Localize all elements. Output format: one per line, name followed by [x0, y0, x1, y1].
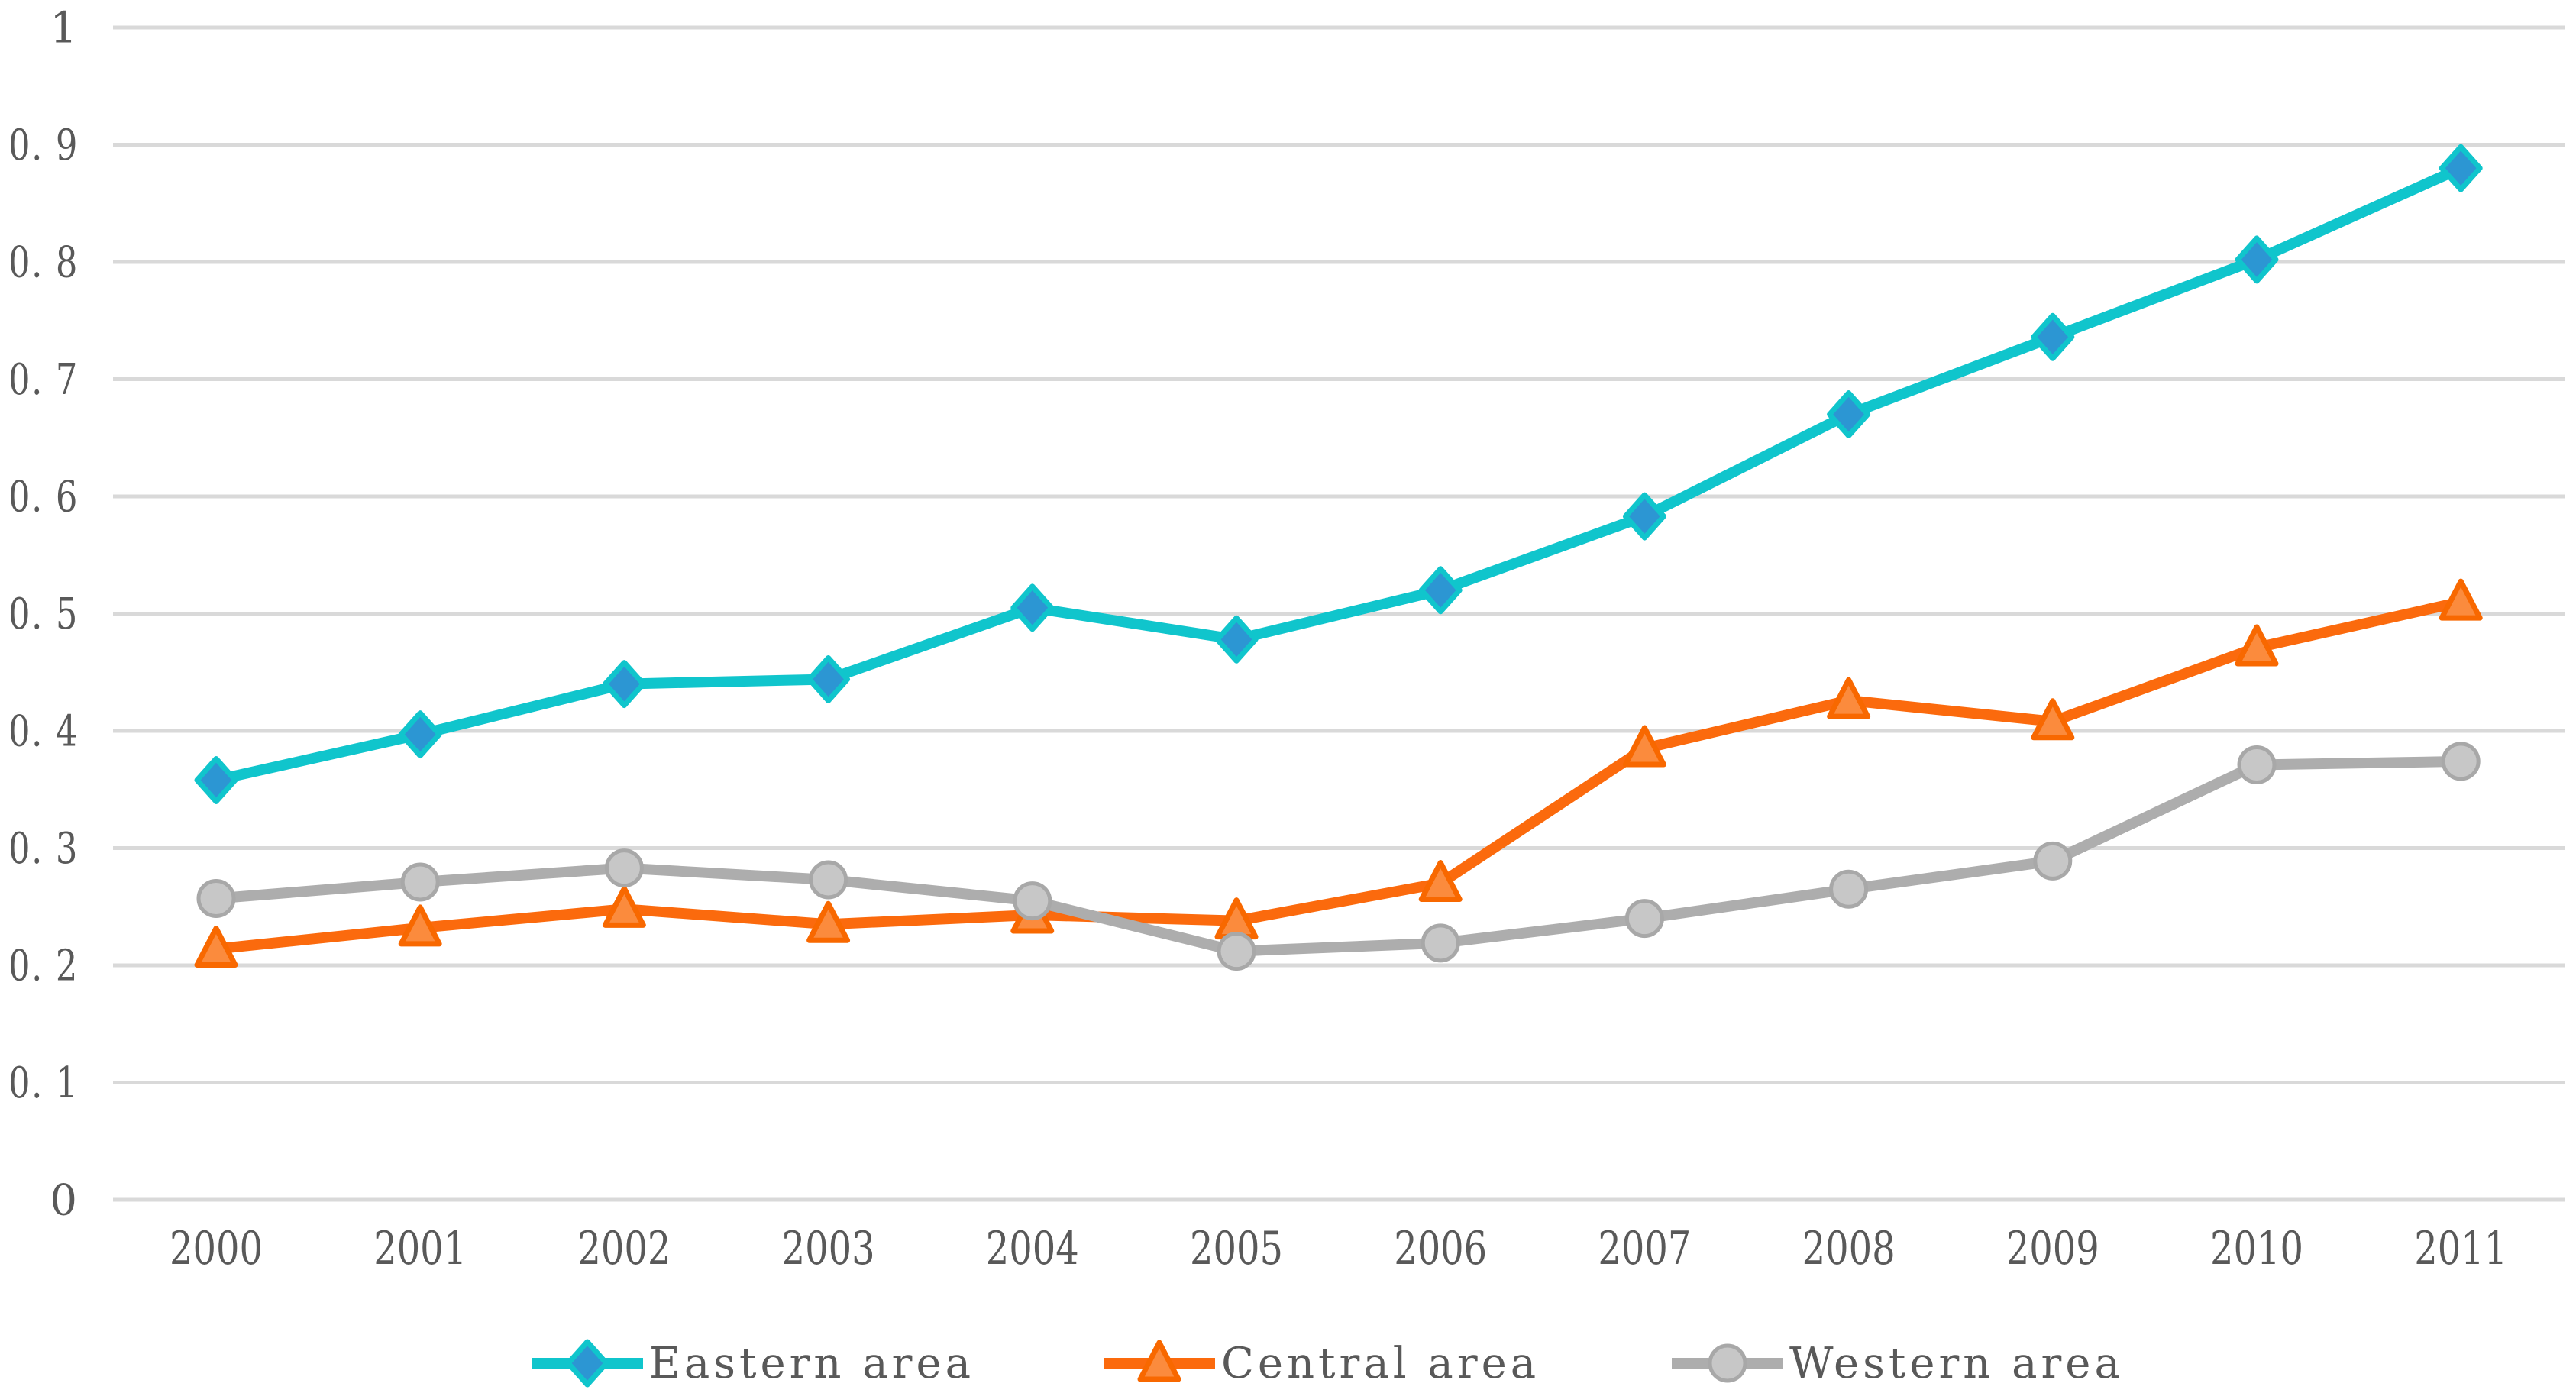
y-axis-tick-label: 0. 6 [8, 473, 79, 522]
x-axis-tick-label: 2010 [2210, 1222, 2303, 1275]
triangle-marker-central-area [2439, 578, 2483, 621]
triangle-marker-central-area [602, 885, 646, 928]
diamond-legend-marker-icon [532, 1339, 643, 1388]
series-line-eastern-area [211, 163, 2467, 786]
circle-marker-western-area [604, 848, 644, 888]
y-axis-tick-label: 0. 9 [8, 121, 79, 170]
diamond-marker-eastern-area [1622, 492, 1666, 541]
y-axis-tick-label: 0. 8 [8, 238, 79, 288]
y-axis-tick-label: 0. 1 [8, 1058, 79, 1108]
legend-label: Central area [1221, 1338, 1540, 1388]
diamond-marker-eastern-area [398, 710, 442, 759]
y-axis-tick-label: 0. 5 [8, 590, 79, 639]
legend-label: Eastern area [649, 1338, 974, 1388]
x-axis-tick-label: 2008 [1802, 1222, 1896, 1275]
y-axis-tick-label: 0 [50, 1176, 79, 1226]
triangle-marker-central-area [398, 904, 442, 947]
legend-item-central-area: Central area [1102, 1338, 1540, 1388]
circle-marker-western-area [1708, 1343, 1747, 1383]
x-axis-tick-label: 2011 [2414, 1222, 2507, 1275]
triangle-marker-central-area [1418, 860, 1463, 903]
diamond-marker-eastern-area [1010, 583, 1055, 632]
x-axis-tick-label: 2006 [1394, 1222, 1487, 1275]
triangle-marker-central-area [194, 926, 238, 968]
circle-marker-western-area [2237, 745, 2277, 785]
triangle-marker-central-area [1622, 725, 1666, 768]
triangle-marker-central-area [2235, 624, 2279, 667]
diamond-marker-eastern-area [194, 755, 238, 804]
y-axis-tick-label: 0. 2 [8, 942, 79, 991]
x-axis-tick-label: 2003 [782, 1222, 875, 1275]
diamond-marker-eastern-area [1214, 615, 1259, 664]
x-axis-tick-label: 2005 [1190, 1222, 1283, 1275]
diamond-marker-eastern-area [1827, 390, 1871, 439]
triangle-marker-central-area [806, 900, 851, 943]
y-axis-tick-label: 0. 3 [8, 824, 79, 874]
x-axis-tick-label: 2002 [577, 1222, 671, 1275]
triangle-marker-central-area [1827, 677, 1871, 719]
circle-marker-western-area [400, 862, 440, 902]
series-line-central-area [211, 596, 2467, 955]
circle-marker-western-area [1624, 899, 1664, 939]
x-axis-tick-label: 2004 [986, 1222, 1079, 1275]
legend: Eastern area Central area Western area [0, 1338, 2576, 1393]
diamond-marker-eastern-area [602, 660, 646, 709]
circle-marker-western-area [809, 860, 848, 900]
series-line-western-area [211, 755, 2467, 957]
x-axis-tick-label: 2009 [2006, 1222, 2099, 1275]
diamond-marker-eastern-area [565, 1339, 609, 1388]
diamond-marker-eastern-area [2439, 144, 2483, 192]
diamond-marker-eastern-area [2031, 312, 2075, 361]
y-axis-tick-label: 0. 4 [8, 707, 79, 757]
y-axis-tick-label: 0. 7 [8, 355, 79, 405]
circle-marker-western-area [196, 879, 236, 919]
legend-item-western-area: Western area [1670, 1338, 2124, 1388]
x-axis-tick-label: 2007 [1598, 1222, 1691, 1275]
x-axis-tick-label: 2000 [170, 1222, 263, 1275]
triangle-legend-marker-icon [1104, 1340, 1215, 1382]
circle-marker-western-area [2033, 841, 2073, 881]
circle-marker-western-area [1421, 923, 1460, 963]
diamond-marker-eastern-area [1418, 566, 1463, 615]
legend-item-eastern-area: Eastern area [530, 1338, 974, 1388]
circle-marker-western-area [1217, 932, 1256, 971]
triangle-marker-central-area [2031, 698, 2075, 741]
circle-marker-western-area [2441, 742, 2481, 781]
y-axis-tick-label: 1 [50, 4, 79, 53]
triangle-marker-central-area [1137, 1340, 1181, 1382]
circle-marker-western-area [1013, 881, 1052, 921]
diamond-marker-eastern-area [2235, 235, 2279, 284]
circle-legend-marker-icon [1672, 1343, 1783, 1383]
circle-marker-western-area [1829, 869, 1869, 909]
legend-label: Western area [1789, 1338, 2124, 1388]
diamond-marker-eastern-area [806, 654, 851, 703]
x-axis-tick-label: 2001 [373, 1222, 467, 1275]
